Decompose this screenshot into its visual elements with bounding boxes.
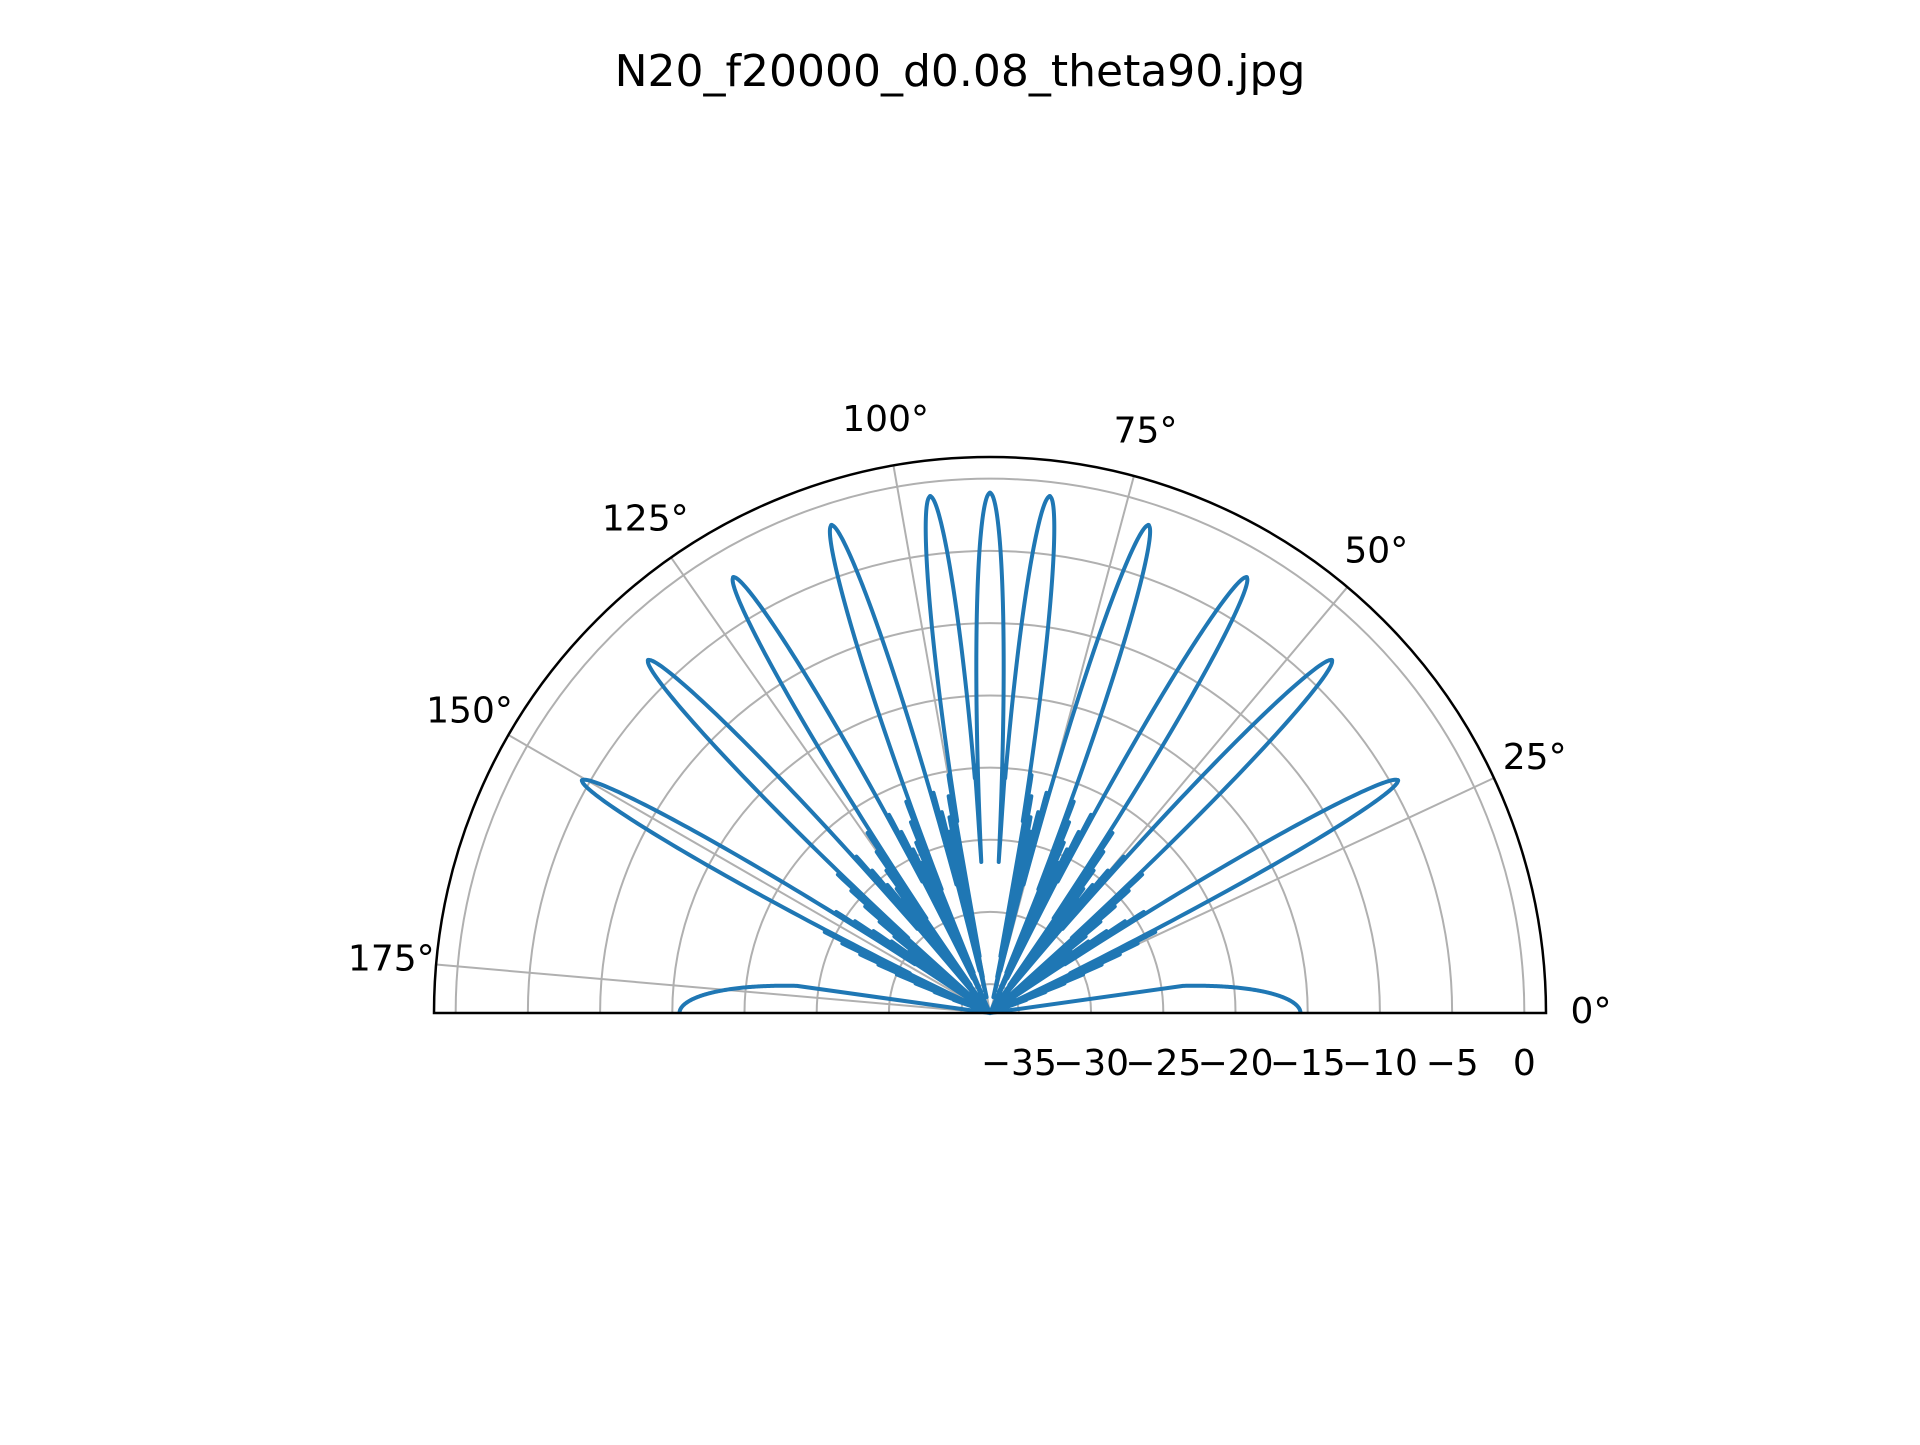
radial-tick-label: −10 (1342, 1043, 1418, 1084)
grating-lobe-point (987, 490, 993, 496)
grating-lobe-point (730, 574, 736, 580)
angle-tick-label: 50° (1344, 531, 1408, 572)
polar-frame (432, 455, 1548, 1015)
grating-lobe-point (579, 777, 585, 783)
series-layer (579, 490, 1401, 1015)
radial-gridline (815, 838, 1165, 1014)
angle-tick-label: 75° (1114, 410, 1178, 451)
radial-tick-label: −30 (1053, 1043, 1129, 1084)
grating-lobe-point (645, 657, 651, 663)
radial-gridline (526, 549, 1454, 1014)
grating-lobe-point (829, 522, 835, 528)
radial-gridline (599, 623, 1381, 1014)
radial-gridline (743, 766, 1237, 1014)
angle-tick-label: 175° (348, 939, 435, 980)
angle-tick-label: 150° (426, 691, 513, 732)
radial-tick-label: −20 (1198, 1043, 1274, 1084)
radial-tick-label: −25 (1125, 1043, 1201, 1084)
grating-lobe-point (1329, 657, 1335, 663)
radial-tick-label: 0 (1513, 1043, 1536, 1084)
radial-gridline (671, 695, 1309, 1014)
grating-lobe-point (1395, 777, 1401, 783)
angle-tick-label: 25° (1503, 737, 1567, 778)
angle-tick-label: 0° (1571, 991, 1612, 1032)
radial-gridline (454, 477, 1526, 1014)
angle-tick-label: 100° (842, 399, 929, 440)
radial-tick-label: −5 (1426, 1043, 1479, 1084)
angle-tick-label: 125° (602, 499, 689, 540)
tick-labels: 0°25°50°75°100°125°150°175°−35−30−25−20−… (348, 399, 1612, 1084)
grating-lobe-point (927, 494, 933, 500)
chart-title: N20_f20000_d0.08_theta90.jpg (614, 46, 1306, 97)
series-line (580, 491, 1400, 1015)
angular-gridline (436, 963, 991, 1014)
grating-lobe-point (1244, 574, 1250, 580)
grating-lobe-point (1145, 522, 1151, 528)
radial-tick-label: −35 (981, 1043, 1057, 1084)
radial-tick-label: −15 (1270, 1043, 1346, 1084)
polar-spine (432, 455, 1548, 1015)
grating-lobe-point (1047, 494, 1053, 500)
